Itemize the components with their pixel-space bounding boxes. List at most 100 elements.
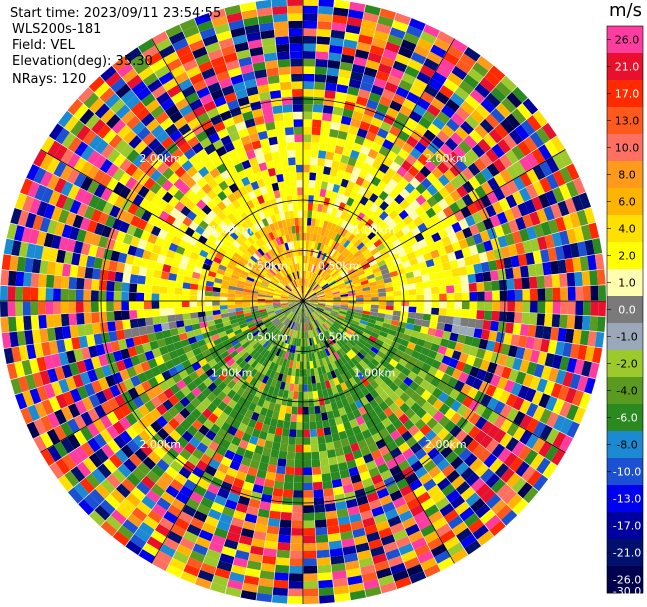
velocity-gate <box>306 278 309 287</box>
velocity-gate <box>333 377 340 386</box>
velocity-gate <box>307 306 313 314</box>
velocity-gate <box>316 318 323 326</box>
velocity-gate <box>305 308 308 316</box>
velocity-gate <box>193 266 203 274</box>
velocity-gate <box>182 216 193 227</box>
velocity-gate <box>272 488 284 497</box>
velocity-gate <box>292 345 296 354</box>
velocity-gate <box>340 115 352 126</box>
velocity-gate <box>332 14 348 25</box>
velocity-gate <box>247 418 257 429</box>
velocity-gate <box>306 232 310 241</box>
velocity-gate <box>468 176 481 190</box>
velocity-gate <box>166 564 183 578</box>
velocity-gate <box>340 178 349 188</box>
velocity-gate <box>197 210 208 220</box>
velocity-gate <box>284 474 294 483</box>
velocity-gate <box>596 269 606 285</box>
velocity-gate <box>360 396 369 406</box>
velocity-gate <box>257 220 265 229</box>
velocity-gate <box>202 263 211 271</box>
velocity-gate <box>503 134 518 150</box>
velocity-gate <box>224 226 234 236</box>
velocity-gate <box>271 410 280 420</box>
velocity-gate <box>207 270 217 278</box>
velocity-gate <box>128 301 137 311</box>
velocity-gate <box>58 236 69 251</box>
velocity-gate <box>506 164 520 180</box>
velocity-gate <box>455 126 469 140</box>
velocity-gate <box>326 329 334 337</box>
velocity-gate <box>303 5 318 14</box>
velocity-gate <box>265 409 274 419</box>
velocity-gate <box>262 209 271 218</box>
velocity-gate <box>256 154 266 165</box>
velocity-gate <box>390 341 400 349</box>
velocity-gate <box>501 488 517 505</box>
velocity-gate <box>303 248 306 256</box>
velocity-gate <box>423 564 441 578</box>
velocity-gate <box>573 406 586 424</box>
velocity-gate <box>284 211 290 220</box>
velocity-gate <box>212 291 221 297</box>
velocity-gate <box>333 224 341 234</box>
velocity-gate <box>85 473 101 489</box>
velocity-gate <box>303 422 310 430</box>
velocity-gate <box>91 279 100 291</box>
velocity-gate <box>366 322 375 328</box>
velocity-gate <box>98 354 109 367</box>
velocity-gate <box>121 478 136 493</box>
velocity-gate <box>333 333 341 341</box>
velocity-gate <box>176 154 189 166</box>
velocity-gate <box>198 279 207 286</box>
velocity-gate <box>239 338 248 346</box>
velocity-gate <box>332 343 339 352</box>
velocity-gate <box>411 330 421 339</box>
velocity-gate <box>355 415 365 426</box>
velocity-gate <box>0 285 8 301</box>
velocity-gate <box>232 270 241 277</box>
velocity-gate <box>53 288 61 301</box>
velocity-gate <box>327 346 334 355</box>
velocity-gate <box>355 49 370 60</box>
velocity-gate <box>287 203 294 212</box>
velocity-gate <box>158 149 171 162</box>
velocity-gate <box>313 284 319 291</box>
velocity-gate <box>53 314 62 328</box>
velocity-gate <box>465 215 476 227</box>
velocity-gate <box>274 213 282 222</box>
velocity-gate <box>183 319 192 327</box>
velocity-gate <box>443 269 453 279</box>
velocity-gate <box>280 279 287 286</box>
velocity-gate <box>471 211 483 224</box>
velocity-gate <box>390 143 402 155</box>
velocity-gate <box>226 332 236 339</box>
velocity-gate <box>332 291 340 295</box>
velocity-gate <box>185 413 197 425</box>
velocity-gate <box>292 289 299 296</box>
velocity-gate <box>328 280 336 286</box>
velocity-gate <box>203 100 217 112</box>
velocity-gate <box>229 277 239 284</box>
velocity-gate <box>498 311 508 322</box>
velocity-gate <box>284 258 290 267</box>
velocity-gate <box>539 177 552 193</box>
velocity-gate <box>403 215 414 226</box>
velocity-gate <box>220 363 230 372</box>
velocity-gate <box>295 452 303 461</box>
velocity-gate <box>242 303 251 308</box>
velocity-gate <box>330 311 339 317</box>
velocity-gate <box>224 449 236 461</box>
velocity-gate <box>51 353 62 368</box>
velocity-gate <box>187 257 197 266</box>
velocity-gate <box>271 151 281 161</box>
velocity-gate <box>307 315 310 323</box>
velocity-gate <box>418 261 428 270</box>
velocity-gate <box>432 256 442 266</box>
velocity-gate <box>281 350 287 359</box>
velocity-gate <box>183 564 200 577</box>
velocity-gate <box>146 536 163 551</box>
velocity-gate <box>267 344 275 352</box>
velocity-gate <box>143 412 156 425</box>
velocity-gate <box>250 308 259 312</box>
